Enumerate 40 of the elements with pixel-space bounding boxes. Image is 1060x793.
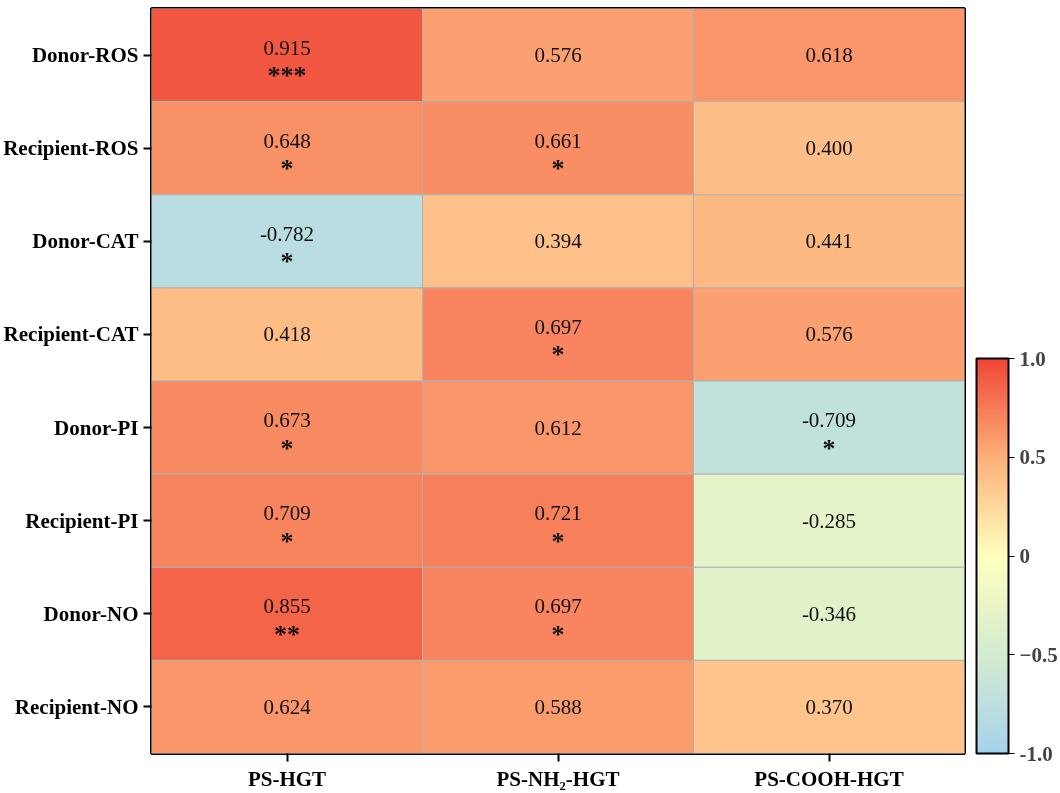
y-tick-label: Donor-ROS bbox=[31, 43, 139, 68]
y-tick-label: Recipient-ROS bbox=[3, 136, 139, 161]
x-tick-label: PS-NH₂-HGT bbox=[496, 766, 620, 791]
text: 0.709 * bbox=[263, 501, 311, 556]
color-bar-label: 0.5 bbox=[1019, 445, 1046, 470]
data-label: 0.418 bbox=[263, 322, 311, 347]
text: -0.782 * bbox=[259, 221, 315, 277]
y-tick-label: Donor-PI bbox=[54, 415, 139, 440]
text: -0.709 * bbox=[801, 408, 857, 463]
data-label: 0.370 bbox=[805, 694, 853, 719]
data-label: -0.346 bbox=[801, 601, 857, 626]
text: 0.915 *** bbox=[263, 35, 311, 91]
data-label: 0.394 bbox=[534, 229, 583, 254]
y-tick-label: Donor-NO bbox=[43, 601, 139, 626]
data-label: 0.441 bbox=[805, 229, 853, 254]
text: 0.648 * bbox=[263, 128, 311, 184]
data-label: 0.588 bbox=[534, 694, 582, 719]
text: 0.673 * bbox=[263, 408, 311, 463]
data-label: 0.624 bbox=[263, 694, 312, 719]
data-label: 0.576 bbox=[805, 322, 853, 347]
y-tick-label: Donor-CAT bbox=[32, 229, 139, 254]
data-label: 0.576 bbox=[534, 43, 582, 68]
data-label: -0.285 bbox=[801, 508, 857, 533]
text: 0.661 * bbox=[534, 128, 582, 184]
x-tick-label: PS-HGT bbox=[247, 766, 327, 791]
x-tick-label: PS-COOH-HGT bbox=[754, 766, 904, 791]
color-bar-label: 1.0 bbox=[1019, 346, 1046, 371]
y-tick-label: Recipient-NO bbox=[14, 694, 139, 719]
data-label: 0.400 bbox=[805, 136, 853, 161]
text: 0.697 * bbox=[534, 314, 582, 370]
text: 0.721 * bbox=[534, 501, 582, 556]
color-bar-label: −0.5 bbox=[1019, 642, 1058, 667]
y-tick-label: Recipient-CAT bbox=[3, 322, 139, 347]
data-label: 0.618 bbox=[805, 43, 853, 68]
color-bar-label: 0 bbox=[1019, 544, 1030, 568]
color-bar-label: -1.0 bbox=[1019, 741, 1053, 766]
data-label: 0.612 bbox=[534, 415, 582, 440]
text: 0.855 ** bbox=[263, 594, 311, 649]
text: 0.697 * bbox=[534, 594, 582, 649]
y-tick-label: Recipient-PI bbox=[25, 508, 139, 533]
